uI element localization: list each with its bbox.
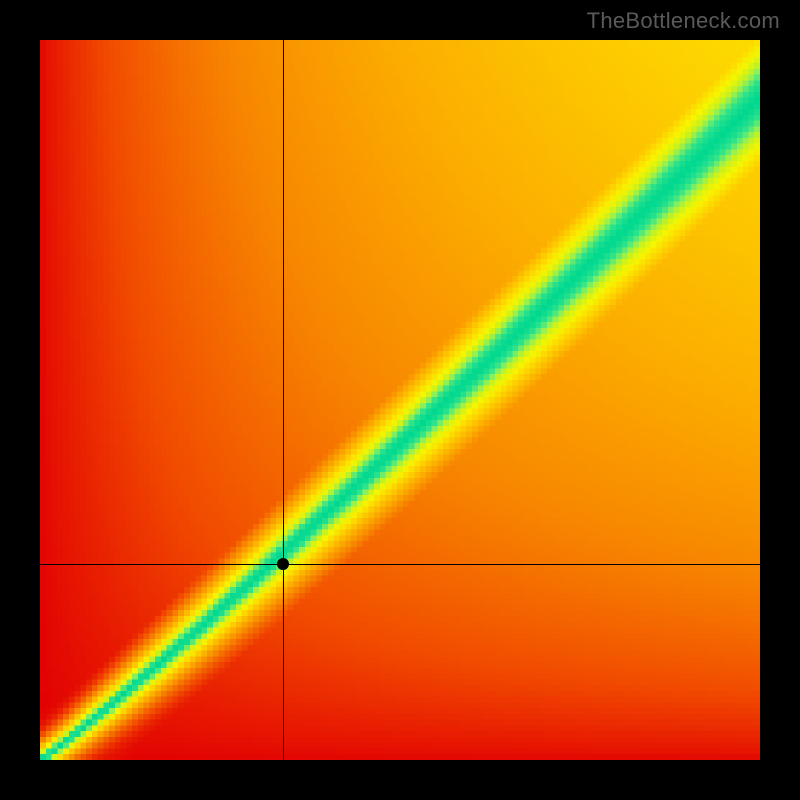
datapoint-marker <box>277 558 289 570</box>
watermark-text: TheBottleneck.com <box>587 8 780 34</box>
crosshair-horizontal <box>40 564 760 565</box>
crosshair-vertical <box>283 40 284 760</box>
heatmap-canvas <box>40 40 760 760</box>
bottleneck-heatmap <box>40 40 760 760</box>
